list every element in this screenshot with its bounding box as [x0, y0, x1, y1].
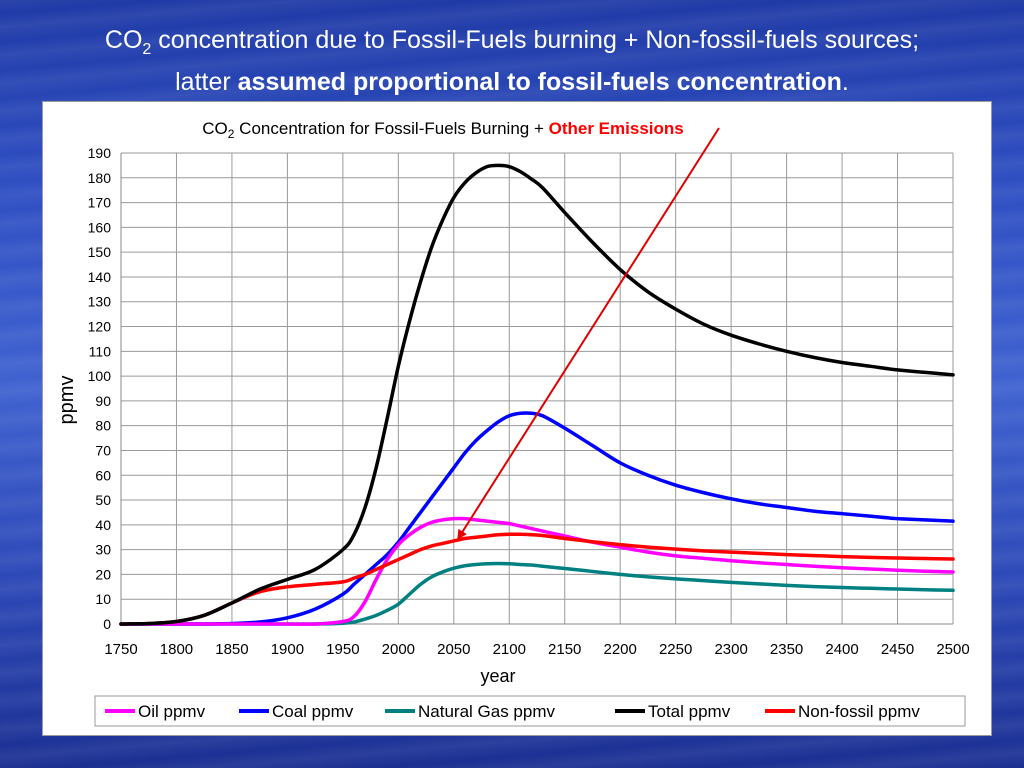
- y-tick-label: 30: [95, 542, 111, 558]
- slide-title-line2: latter assumed proportional to fossil-fu…: [0, 66, 1024, 98]
- x-tick-label: 2350: [770, 641, 803, 658]
- y-tick-label: 0: [103, 616, 111, 632]
- chart-title-co: CO: [202, 119, 228, 138]
- x-tick-label: 2150: [548, 641, 581, 658]
- x-tick-label: 2200: [604, 641, 637, 658]
- y-tick-label: 100: [88, 368, 112, 384]
- x-tick-label: 2250: [659, 641, 692, 658]
- x-tick-label: 2500: [936, 641, 969, 658]
- title-latter: latter: [175, 68, 238, 96]
- y-tick-label: 130: [88, 294, 112, 310]
- series-line-gas: [119, 561, 955, 626]
- x-tick-label: 2100: [493, 641, 526, 658]
- x-tick-label: 2450: [881, 641, 914, 658]
- x-tick-label: 1900: [271, 641, 304, 658]
- x-tick-label: 2050: [437, 641, 470, 658]
- legend-label-total: Total ppmv: [648, 702, 731, 721]
- y-tick-labels: 0 10 20 30 40 50 60 70 80 90 100 110 120 130 140 150 160…: [88, 145, 112, 632]
- y-tick-label: 50: [95, 492, 111, 508]
- annotation-arrow: [457, 127, 720, 540]
- y-axis-label: ppmv: [56, 376, 78, 425]
- title-period: .: [841, 68, 849, 96]
- line-chart: 0 10 20 30 40 50 60 70 80 90 100 110 120 130 140 150 160…: [56, 119, 970, 727]
- series-line-nonfossil: [119, 532, 955, 626]
- y-tick-label: 160: [88, 219, 112, 235]
- y-tick-label: 140: [88, 269, 112, 285]
- x-axis-label: year: [480, 666, 515, 686]
- y-tick-label: 110: [89, 343, 112, 359]
- chart-title-mid: Concentration for Fossil-Fuels Burning +: [234, 119, 548, 138]
- y-tick-label: 90: [95, 393, 111, 409]
- legend: Oil ppmv Coal ppmv Natural Gas ppmv Total p…: [94, 695, 966, 727]
- y-tick-label: 20: [95, 566, 111, 582]
- series-line-coal: [119, 411, 955, 626]
- series-line-total: [119, 163, 955, 626]
- title-line1-text: concentration due to Fossil-Fuels burnin…: [151, 26, 920, 54]
- slide-title: CO2 concentration due to Fossil-Fuels bu…: [0, 24, 1024, 98]
- chart-title: CO2 Concentration for Fossil-Fuels Burni…: [202, 119, 683, 141]
- x-tick-label: 1800: [160, 641, 193, 658]
- legend-label-gas: Natural Gas ppmv: [418, 702, 555, 721]
- x-tick-label: 2400: [825, 641, 858, 658]
- y-tick-label: 120: [88, 319, 112, 335]
- y-tick-label: 40: [95, 517, 111, 533]
- y-tick-label: 150: [88, 244, 112, 260]
- chart-series: [119, 163, 955, 626]
- chart-grid: [120, 152, 954, 625]
- x-tick-label: 1750: [104, 641, 137, 658]
- chart-title-sub: 2: [228, 127, 235, 141]
- slide-title-line1: CO2 concentration due to Fossil-Fuels bu…: [0, 24, 1024, 66]
- legend-label-nonfossil: Non-fossil ppmv: [798, 702, 920, 721]
- y-tick-label: 10: [95, 591, 111, 607]
- legend-label-oil: Oil ppmv: [138, 702, 206, 721]
- y-tick-label: 180: [88, 170, 112, 186]
- series-line-oil: [119, 516, 955, 626]
- y-tick-label: 80: [95, 418, 111, 434]
- x-tick-label: 2000: [382, 641, 415, 658]
- title-subscript: 2: [142, 41, 152, 58]
- y-tick-label: 70: [95, 442, 111, 458]
- x-tick-labels: 1750 1800 1850 1900 1950 2000 2050 2100 2150 2200…: [104, 641, 969, 658]
- title-co: CO: [104, 26, 143, 54]
- y-tick-label: 60: [95, 467, 111, 483]
- y-tick-label: 190: [88, 145, 112, 161]
- chart-frame: 0 10 20 30 40 50 60 70 80 90 100 110 120 130 140 150 160…: [42, 101, 992, 736]
- x-tick-label: 1850: [215, 641, 248, 658]
- title-bold-phrase: assumed proportional to fossil-fuels con…: [237, 68, 842, 96]
- y-tick-label: 170: [88, 195, 112, 211]
- x-tick-label: 2300: [714, 641, 747, 658]
- legend-label-coal: Coal ppmv: [272, 702, 354, 721]
- x-tick-label: 1950: [326, 641, 359, 658]
- chart-title-highlight: Other Emissions: [549, 119, 684, 138]
